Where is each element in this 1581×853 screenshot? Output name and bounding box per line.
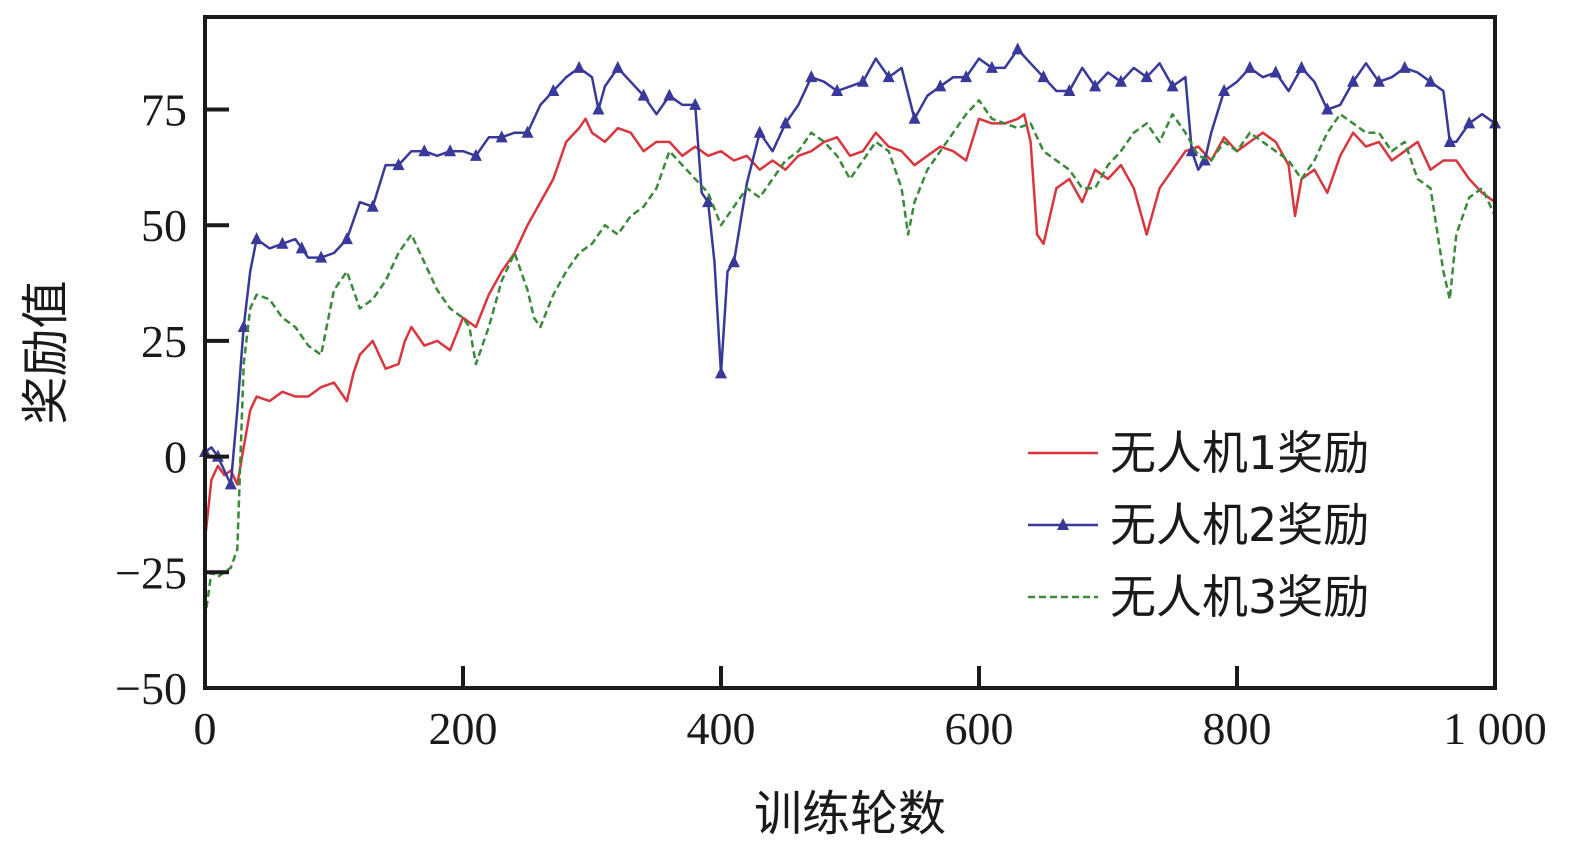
data-point-marker: [856, 74, 869, 87]
data-point-marker: [469, 148, 482, 161]
data-point-marker: [295, 241, 308, 254]
data-point-marker: [1372, 74, 1385, 87]
data-point-marker: [985, 60, 998, 73]
series-2: [199, 42, 1501, 490]
data-point-marker: [960, 70, 973, 83]
y-tick-label: 25: [141, 316, 187, 367]
data-point-marker: [392, 158, 405, 171]
data-point-marker: [250, 232, 263, 245]
plot-frame: [203, 15, 1497, 690]
x-tick-label: 0: [194, 703, 217, 754]
series-line-2: [204, 48, 1496, 486]
series-3: [203, 99, 1497, 619]
data-point-marker: [444, 144, 457, 157]
data-point-marker: [1321, 102, 1334, 115]
data-point-marker: [805, 70, 818, 83]
series-layer: [199, 42, 1501, 619]
data-point-marker: [1347, 74, 1360, 87]
data-point-marker: [521, 125, 534, 138]
data-point-marker: [1185, 144, 1198, 157]
y-tick-label: 50: [141, 200, 187, 251]
data-point-marker: [934, 79, 947, 92]
y-tick-label: 75: [141, 85, 187, 136]
tick-layer: 0 200 400 600 800 1 000 −50 −25 0 25 50 75: [115, 85, 1547, 754]
data-point-marker: [1243, 60, 1256, 73]
y-tick-label: 0: [164, 432, 187, 483]
y-tick-label: −25: [115, 547, 187, 598]
data-point-marker: [315, 250, 328, 263]
data-point-marker: [340, 232, 353, 245]
data-point-marker: [1218, 84, 1231, 97]
series-line-1: [203, 112, 1496, 541]
y-axis-title: 奖励值: [18, 280, 74, 424]
series-1: [203, 112, 1496, 541]
legend-item-3: 无人机3奖励: [1028, 570, 1369, 624]
series-line-3: [203, 99, 1497, 619]
data-point-marker: [1011, 42, 1024, 55]
data-point-marker: [1166, 79, 1179, 92]
data-point-marker: [715, 366, 727, 379]
data-point-marker: [1114, 74, 1127, 87]
data-point-marker: [882, 70, 895, 83]
data-point-marker: [727, 255, 740, 268]
data-point-marker: [573, 60, 586, 73]
data-point-marker: [1443, 134, 1456, 147]
data-point-marker: [547, 84, 560, 97]
x-axis-title: 训练轮数: [754, 786, 946, 842]
data-point-marker: [1424, 74, 1437, 87]
data-point-marker: [592, 102, 605, 115]
y-tick-label: −50: [115, 663, 187, 714]
data-point-marker: [276, 236, 289, 249]
data-point-marker: [908, 111, 921, 124]
data-point-marker: [702, 195, 715, 208]
legend-marker: [1057, 518, 1069, 530]
data-point-marker: [366, 199, 379, 212]
legend-label: 无人机1奖励: [1110, 426, 1369, 480]
data-point-marker: [611, 60, 624, 73]
legend-label: 无人机3奖励: [1110, 570, 1369, 624]
data-point-marker: [663, 88, 676, 101]
data-point-marker: [1037, 70, 1050, 83]
data-point-marker: [637, 88, 650, 101]
legend-label: 无人机2奖励: [1110, 498, 1369, 552]
data-point-marker: [1063, 84, 1076, 97]
x-tick-label: 600: [945, 703, 1014, 754]
data-point-marker: [1269, 65, 1282, 78]
data-point-marker: [1398, 60, 1411, 73]
legend-item-1: 无人机1奖励: [1028, 426, 1369, 480]
data-point-marker: [1140, 70, 1153, 83]
x-tick-label: 800: [1203, 703, 1272, 754]
data-point-marker: [1089, 79, 1102, 92]
data-point-marker: [418, 144, 431, 157]
data-point-marker: [753, 125, 766, 138]
data-point-marker: [779, 116, 792, 129]
x-tick-label: 400: [687, 703, 756, 754]
data-point-marker: [1463, 116, 1476, 129]
data-point-marker: [831, 84, 844, 97]
legend-item-2: 无人机2奖励: [1028, 498, 1369, 552]
data-point-marker: [495, 130, 508, 143]
data-point-marker: [1295, 60, 1308, 73]
x-tick-label: 200: [429, 703, 498, 754]
data-point-marker: [224, 477, 237, 490]
data-point-marker: [689, 97, 702, 110]
x-tick-label: 1 000: [1443, 703, 1547, 754]
